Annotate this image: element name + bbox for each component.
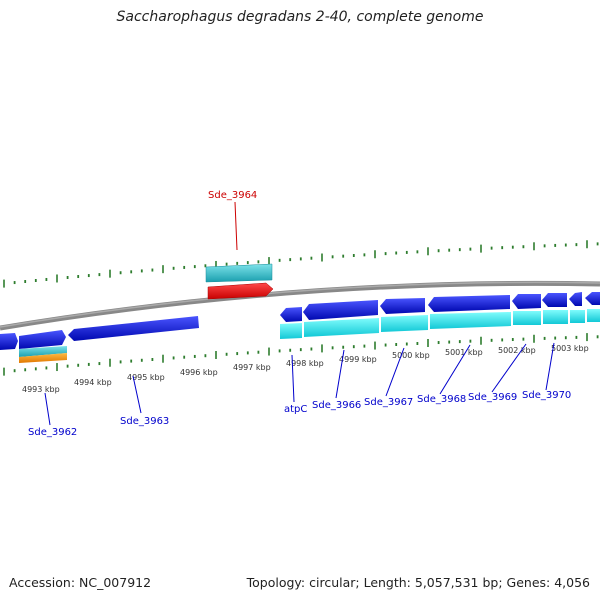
rna-feature-sde-3966-cyan[interactable] (304, 318, 379, 337)
cds-feature-sde-3963[interactable] (68, 316, 199, 341)
rna-feature-sde-3970-cyan[interactable] (543, 310, 568, 324)
scale-label: 5003 kbp (551, 344, 589, 353)
scale-labels: 4993 kbp 4994 kbp 4995 kbp 4996 kbp 4997… (22, 344, 589, 394)
rna-row-lower (19, 309, 600, 363)
gene-label-sde-3966[interactable]: Sde_3966 (312, 400, 361, 411)
outer-tick-row (3, 240, 599, 288)
rna-feature-sde-3962-cyan[interactable] (19, 346, 67, 357)
cds-feature-atpc[interactable] (280, 307, 302, 322)
cds-feature-sde-3967[interactable] (380, 298, 425, 314)
scale-label: 5002 kbp (498, 346, 536, 355)
leader-sde-3969 (491, 343, 527, 393)
cds-row-lower (0, 292, 600, 350)
scale-label: 4998 kbp (286, 359, 324, 368)
feature-sde-3964[interactable] (205, 263, 274, 300)
scale-label: 4994 kbp (74, 378, 112, 387)
gene-label-sde-3969[interactable]: Sde_3969 (468, 392, 517, 403)
genome-backbone (0, 280, 600, 331)
scale-label: 5000 kbp (392, 351, 430, 360)
rna-feature-sde-3962-orange[interactable] (19, 353, 67, 363)
gene-label-sde-3970[interactable]: Sde_3970 (522, 390, 571, 401)
genome-title: Saccharophagus degradans 2-40, complete … (116, 9, 484, 25)
cds-feature-sde-3969[interactable] (512, 294, 541, 309)
scale-label: 4996 kbp (180, 368, 218, 377)
rna-feature-atpc-cyan[interactable] (280, 323, 302, 339)
cds-feature-sde-3968[interactable] (428, 295, 510, 312)
gene-label-sde-3967[interactable]: Sde_3967 (364, 397, 413, 408)
cds-feature-red[interactable] (207, 282, 274, 300)
leader-sde-3968 (439, 344, 471, 395)
rna-feature-small-cyan[interactable] (570, 310, 585, 323)
cds-feature-sde-3970[interactable] (542, 293, 567, 307)
scale-label: 4997 kbp (233, 363, 271, 372)
gene-label-sde-3964[interactable]: Sde_3964 (208, 190, 257, 201)
genome-summary: Topology: circular; Length: 5,057,531 bp… (246, 575, 590, 590)
gene-labels: Sde_3964 Sde_3962 Sde_3963 atpC Sde_3966… (28, 190, 571, 438)
leader-sde-3967 (385, 347, 405, 397)
accession-label: Accession: NC_007912 (9, 575, 152, 590)
leader-sde-3963 (132, 375, 142, 414)
leader-sde-3966 (335, 349, 345, 399)
rna-feature-sde-3967-cyan[interactable] (381, 315, 428, 332)
leader-atpc (291, 354, 295, 403)
cds-feature-edge[interactable] (585, 292, 600, 305)
rna-feature-edge-cyan[interactable] (587, 309, 600, 322)
scale-label: 4995 kbp (127, 373, 165, 382)
rna-feature-teal[interactable] (205, 263, 273, 283)
cds-feature-sde-3966[interactable] (303, 300, 378, 320)
rna-feature-sde-3969-cyan[interactable] (513, 311, 541, 325)
scale-label: 4999 kbp (339, 355, 377, 364)
genome-backbone-highlight (0, 281, 600, 328)
cds-feature-sde-3962[interactable] (19, 330, 66, 349)
scale-label: 5001 kbp (445, 348, 483, 357)
scale-label: 4993 kbp (22, 385, 60, 394)
gene-label-atpc[interactable]: atpC (284, 404, 307, 415)
gene-label-sde-3968[interactable]: Sde_3968 (417, 394, 466, 405)
cds-feature-small[interactable] (569, 292, 582, 306)
leader-sde-3970 (545, 342, 555, 391)
cds-feature-0[interactable] (0, 333, 18, 350)
gene-label-sde-3962[interactable]: Sde_3962 (28, 427, 77, 438)
rna-feature-sde-3968-cyan[interactable] (430, 312, 511, 329)
leader-sde-3964 (234, 201, 238, 251)
label-leaders (44, 201, 555, 426)
inner-tick-row (3, 333, 599, 376)
gene-label-sde-3963[interactable]: Sde_3963 (120, 416, 169, 427)
leader-sde-3962 (44, 392, 51, 426)
